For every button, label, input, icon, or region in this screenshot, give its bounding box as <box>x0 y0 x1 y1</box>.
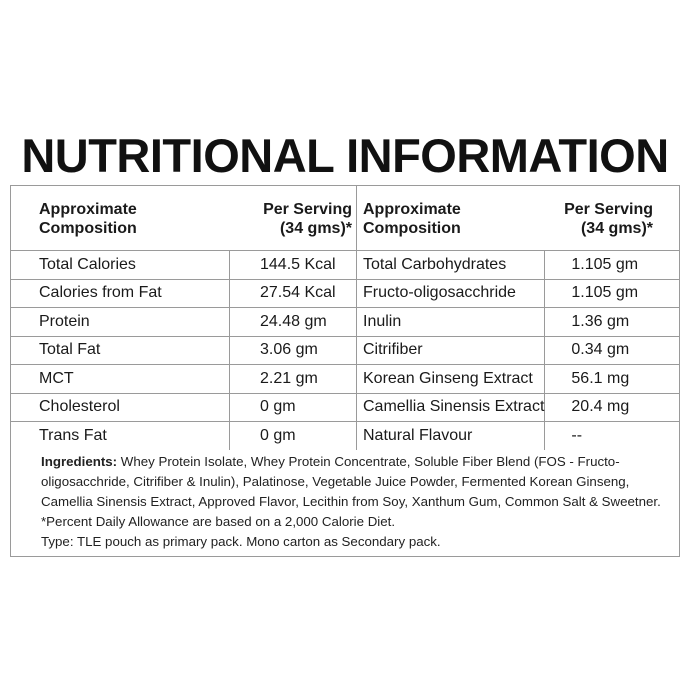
nutrient-value: -- <box>544 421 679 450</box>
nutrient-name: Protein <box>11 307 230 336</box>
nutrient-value: 1.105 gm <box>544 250 679 279</box>
header-serving-right: Per Serving (34 gms)* <box>545 186 679 251</box>
nutrition-table: Approximate Composition Per Serving (34 gm… <box>11 186 679 450</box>
nutrient-name: Korean Ginseng Extract <box>355 364 545 393</box>
nutrient-name: Total Fat <box>11 335 230 365</box>
header-composition-left: Approximate Composition <box>11 186 230 251</box>
header-serving-left: Per Serving (34 gms)* <box>230 186 357 251</box>
nutrient-name: Calories from Fat <box>11 278 230 308</box>
ingredients-list: Whey Protein Isolate, Whey Protein Conce… <box>41 454 661 509</box>
table-row: Total Fat 3.06 gm Citrifiber 0.34 gm <box>11 335 679 365</box>
table-header-row: Approximate Composition Per Serving (34 gm… <box>11 186 679 251</box>
nutrient-value: 0 gm <box>229 421 357 450</box>
nutrient-value: 2.21 gm <box>229 364 357 393</box>
header-text: (34 gms)* <box>580 220 653 237</box>
nutrient-value: 0.34 gm <box>544 335 679 365</box>
table-row: Cholesterol 0 gm Camellia Sinensis Extract… <box>11 392 679 422</box>
nutrient-value: 24.48 gm <box>229 307 357 336</box>
table-row: Trans Fat 0 gm Natural Flavour -- <box>11 421 679 450</box>
nutrient-value: 56.1 mg <box>544 364 679 393</box>
header-text: Approximate <box>363 201 461 218</box>
header-text: (34 gms)* <box>279 220 352 237</box>
nutrition-table-box: Approximate Composition Per Serving (34 gm… <box>10 185 680 557</box>
ingredients-text: Ingredients: Whey Protein Isolate, Whey … <box>41 452 666 512</box>
nutrient-name: Inulin <box>355 307 545 336</box>
nutrient-name: Total Calories <box>11 250 230 279</box>
header-text: Composition <box>363 220 461 237</box>
table-row: Total Calories 144.5 Kcal Total Carbohydra… <box>11 250 679 279</box>
nutrient-value: 1.105 gm <box>544 278 679 308</box>
table-row: MCT 2.21 gm Korean Ginseng Extract 56.1 mg <box>11 364 679 393</box>
table-row: Protein 24.48 gm Inulin 1.36 gm <box>11 307 679 336</box>
nutrient-value: 1.36 gm <box>544 307 679 336</box>
header-text: Approximate <box>39 201 137 218</box>
header-text: Per Serving <box>263 201 352 218</box>
nutrient-name: MCT <box>11 364 230 393</box>
nutrient-value: 20.4 mg <box>544 392 679 422</box>
page-title: NUTRITIONAL INFORMATION <box>21 129 669 182</box>
nutrient-value: 0 gm <box>229 392 357 422</box>
nutrient-name: Citrifiber <box>355 335 545 365</box>
nutrient-name: Total Carbohydrates <box>355 250 545 279</box>
nutrient-name: Camellia Sinensis Extract <box>355 392 545 422</box>
nutrient-name: Fructo-oligosacchride <box>355 278 545 308</box>
nutrient-name: Trans Fat <box>11 421 230 450</box>
nutrient-value: 27.54 Kcal <box>229 278 357 308</box>
nutrient-name: Natural Flavour <box>355 421 545 450</box>
ingredients-block: Ingredients: Whey Protein Isolate, Whey … <box>41 452 666 552</box>
header-text: Composition <box>39 220 137 237</box>
header-composition-right: Approximate Composition <box>355 186 545 251</box>
daily-allowance-note: *Percent Daily Allowance are based on a … <box>41 514 396 529</box>
header-text: Per Serving <box>564 201 653 218</box>
pack-type-note: Type: TLE pouch as primary pack. Mono ca… <box>41 534 441 549</box>
nutrient-value: 3.06 gm <box>229 335 357 365</box>
nutrient-value: 144.5 Kcal <box>229 250 357 279</box>
ingredients-label: Ingredients: <box>41 454 118 469</box>
table-row: Calories from Fat 27.54 Kcal Fructo-oligos… <box>11 278 679 308</box>
nutrient-name: Cholesterol <box>11 392 230 422</box>
